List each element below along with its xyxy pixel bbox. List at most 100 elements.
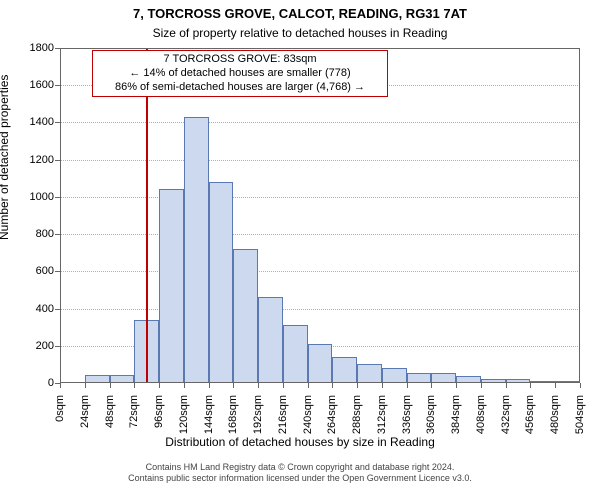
xtick-mark	[283, 383, 284, 388]
xtick-mark	[60, 383, 61, 388]
plot-area: 7 TORCROSS GROVE: 83sqm ← 14% of detache…	[60, 48, 580, 383]
gridline	[60, 234, 580, 235]
annotation-line3: 86% of semi-detached houses are larger (…	[97, 81, 383, 95]
ytick-mark	[55, 85, 60, 86]
xtick-label: 264sqm	[326, 395, 338, 434]
histogram-bar	[209, 182, 234, 383]
xtick-label: 240sqm	[302, 395, 314, 434]
xtick-mark	[382, 383, 383, 388]
xtick-label: 144sqm	[203, 395, 215, 434]
xtick-mark	[481, 383, 482, 388]
ytick-label: 600	[36, 265, 54, 277]
histogram-bar	[283, 325, 308, 383]
footer-line2: Contains public sector information licen…	[0, 473, 600, 484]
xtick-label: 432sqm	[500, 395, 512, 434]
histogram-bar	[530, 381, 555, 383]
histogram-bar	[159, 189, 184, 383]
annotation-line1: 7 TORCROSS GROVE: 83sqm	[97, 53, 383, 67]
histogram-bar	[332, 357, 357, 383]
histogram-bar	[110, 375, 135, 383]
xtick-mark	[159, 383, 160, 388]
ytick-label: 1000	[30, 191, 54, 203]
xtick-label: 504sqm	[574, 395, 586, 434]
chart-subtitle: Size of property relative to detached ho…	[0, 26, 600, 40]
ytick-label: 1800	[30, 42, 54, 54]
xtick-mark	[332, 383, 333, 388]
ytick-label: 1600	[30, 79, 54, 91]
histogram-bar	[184, 117, 209, 383]
xtick-mark	[258, 383, 259, 388]
annotation-box: 7 TORCROSS GROVE: 83sqm ← 14% of detache…	[92, 50, 388, 97]
ytick-mark	[55, 234, 60, 235]
ytick-mark	[55, 197, 60, 198]
gridline	[60, 122, 580, 123]
xtick-label: 48sqm	[104, 395, 116, 428]
histogram-bar	[233, 249, 258, 383]
xtick-label: 312sqm	[376, 395, 388, 434]
histogram-bar	[382, 368, 407, 383]
gridline	[60, 271, 580, 272]
xtick-label: 480sqm	[549, 395, 561, 434]
xtick-label: 192sqm	[252, 395, 264, 434]
ytick-mark	[55, 309, 60, 310]
histogram-bar	[555, 381, 580, 383]
xtick-mark	[530, 383, 531, 388]
ytick-mark	[55, 346, 60, 347]
ytick-mark	[55, 122, 60, 123]
annotation-line2: ← 14% of detached houses are smaller (77…	[97, 67, 383, 81]
xtick-mark	[407, 383, 408, 388]
chart-title: 7, TORCROSS GROVE, CALCOT, READING, RG31…	[0, 6, 600, 21]
gridline	[60, 309, 580, 310]
xtick-mark	[357, 383, 358, 388]
ytick-label: 200	[36, 340, 54, 352]
ytick-label: 400	[36, 303, 54, 315]
histogram-bar	[431, 373, 456, 383]
histogram-bar	[308, 344, 333, 383]
gridline	[60, 197, 580, 198]
xtick-mark	[506, 383, 507, 388]
xtick-mark	[580, 383, 581, 388]
xtick-label: 456sqm	[524, 395, 536, 434]
gridline	[60, 160, 580, 161]
xtick-label: 336sqm	[401, 395, 413, 434]
ytick-label: 1400	[30, 116, 54, 128]
xtick-mark	[456, 383, 457, 388]
xtick-label: 96sqm	[153, 395, 165, 428]
reference-line	[146, 48, 148, 383]
xtick-label: 72sqm	[128, 395, 140, 428]
xtick-label: 360sqm	[425, 395, 437, 434]
xtick-label: 384sqm	[450, 395, 462, 434]
ytick-mark	[55, 48, 60, 49]
xtick-mark	[134, 383, 135, 388]
y-axis-label: Number of detached properties	[0, 75, 11, 240]
histogram-bar	[481, 379, 506, 383]
histogram-bar	[357, 364, 382, 383]
xtick-mark	[233, 383, 234, 388]
xtick-label: 408sqm	[475, 395, 487, 434]
ytick-label: 800	[36, 228, 54, 240]
xtick-label: 288sqm	[351, 395, 363, 434]
ytick-label: 1200	[30, 154, 54, 166]
ytick-label: 0	[48, 377, 54, 389]
ytick-mark	[55, 271, 60, 272]
xtick-label: 168sqm	[227, 395, 239, 434]
xtick-label: 216sqm	[277, 395, 289, 434]
xtick-mark	[555, 383, 556, 388]
histogram-bar	[407, 373, 432, 383]
xtick-label: 120sqm	[178, 395, 190, 434]
ytick-mark	[55, 160, 60, 161]
xtick-label: 24sqm	[79, 395, 91, 428]
xtick-mark	[308, 383, 309, 388]
x-axis-label: Distribution of detached houses by size …	[0, 435, 600, 449]
histogram-bar	[456, 376, 481, 383]
xtick-mark	[209, 383, 210, 388]
xtick-mark	[85, 383, 86, 388]
footer: Contains HM Land Registry data © Crown c…	[0, 462, 600, 484]
histogram-bar	[258, 297, 283, 383]
footer-line1: Contains HM Land Registry data © Crown c…	[0, 462, 600, 473]
xtick-label: 0sqm	[54, 395, 66, 422]
histogram-bar	[506, 379, 531, 383]
xtick-mark	[110, 383, 111, 388]
histogram-bar	[85, 375, 110, 383]
xtick-mark	[431, 383, 432, 388]
